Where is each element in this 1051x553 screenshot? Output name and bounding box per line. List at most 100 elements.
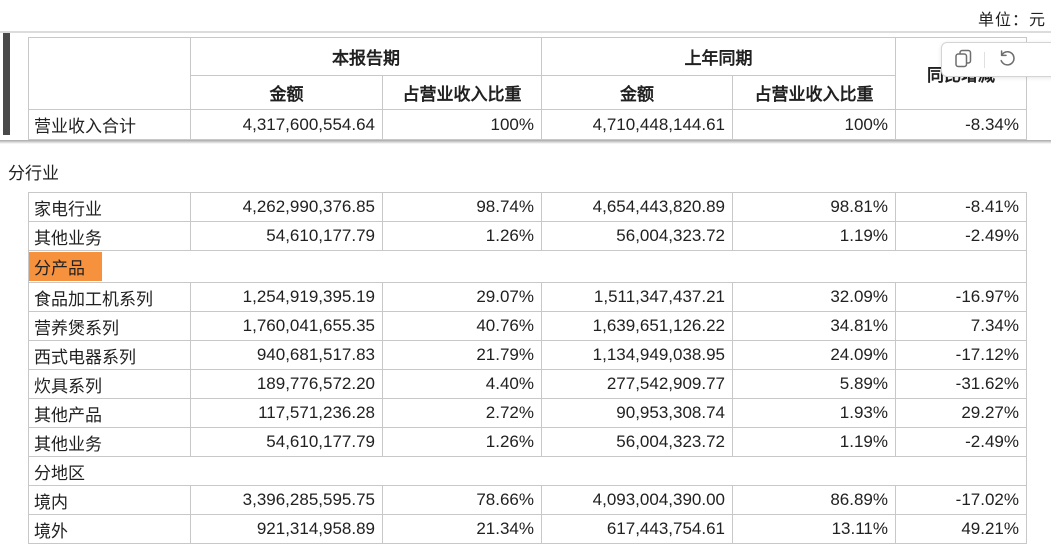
table-row: 家电行业 4,262,990,376.85 98.74% 4,654,443,8… [28, 192, 1027, 222]
cell-yoy: -2.49% [895, 427, 1027, 457]
cell-pct-prior: 86.89% [732, 485, 896, 515]
row-label: 营养煲系列 [28, 311, 191, 341]
cell-pct-current: 100% [382, 109, 542, 140]
cell-yoy: 29.27% [895, 398, 1027, 428]
cell-yoy: 49.21% [895, 514, 1027, 544]
row-label: 营业收入合计 [28, 109, 191, 140]
cell-yoy: -8.34% [895, 109, 1027, 140]
table-row: 西式电器系列 940,681,517.83 21.79% 1,134,949,0… [28, 340, 1027, 370]
cell-pct-current: 4.40% [382, 369, 542, 399]
cell-pct-current: 2.72% [382, 398, 542, 428]
cell-amount-current: 921,314,958.89 [190, 514, 383, 544]
cell-pct-current: 40.76% [382, 311, 542, 341]
table-row: 境内 3,396,285,595.75 78.66% 4,093,004,390… [28, 485, 1027, 515]
cell-pct-prior: 13.11% [732, 514, 896, 544]
cell-yoy: -17.12% [895, 340, 1027, 370]
section-cell-product: 分产品 [28, 250, 1027, 283]
search-highlight: 分产品 [29, 252, 102, 281]
row-label: 境内 [28, 485, 191, 515]
table-header-row: 本报告期 上年同期 同比增减 [28, 37, 1027, 110]
cell-amount-current: 940,681,517.83 [190, 340, 383, 370]
cell-pct-prior: 5.89% [732, 369, 896, 399]
table-subheader-row: 金额 占营业收入比重 金额 占营业收入比重 [29, 75, 1027, 110]
undo-icon [997, 49, 1016, 71]
cell-amount-prior: 4,093,004,390.00 [541, 485, 733, 515]
row-label: 炊具系列 [28, 369, 191, 399]
cell-yoy: -2.49% [895, 221, 1027, 251]
cell-amount-current: 3,396,285,595.75 [190, 485, 383, 515]
cell-pct-prior: 98.81% [732, 192, 896, 222]
cell-amount-prior: 56,004,323.72 [541, 427, 733, 457]
table-row: 食品加工机系列 1,254,919,395.19 29.07% 1,511,34… [28, 282, 1027, 312]
cell-pct-prior: 100% [732, 109, 896, 140]
subheader-amount-current: 金额 [190, 75, 383, 110]
cell-pct-prior: 34.81% [732, 311, 896, 341]
cell-amount-prior: 1,511,347,437.21 [541, 282, 733, 312]
header-prior-period: 上年同期 [541, 37, 896, 76]
row-label: 其他产品 [28, 398, 191, 428]
cell-yoy: -16.97% [895, 282, 1027, 312]
table-row: 营养煲系列 1,760,041,655.35 40.76% 1,639,651,… [28, 311, 1027, 341]
cell-pct-current: 21.79% [382, 340, 542, 370]
section-row: 分产品 [28, 250, 1027, 283]
row-label: 其他业务 [28, 221, 191, 251]
cell-pct-prior: 32.09% [732, 282, 896, 312]
cell-amount-current: 1,760,041,655.35 [190, 311, 383, 341]
cell-amount-current: 54,610,177.79 [190, 221, 383, 251]
revenue-breakdown-table: 家电行业 4,262,990,376.85 98.74% 4,654,443,8… [28, 192, 1027, 544]
cell-amount-current: 1,254,919,395.19 [190, 282, 383, 312]
cell-amount-prior: 4,710,448,144.61 [541, 109, 733, 140]
toolbar-separator [984, 51, 985, 68]
revenue-summary-table: 本报告期 上年同期 同比增减 金额 占营业收入比重 金额 占营业收入比重 营业收… [28, 37, 1027, 140]
subheader-pct-current: 占营业收入比重 [382, 75, 542, 110]
cell-amount-prior: 1,639,651,126.22 [541, 311, 733, 341]
subheader-pct-prior: 占营业收入比重 [732, 75, 896, 110]
cell-pct-current: 1.26% [382, 221, 542, 251]
unit-label: 单位：元 [977, 12, 1046, 29]
cell-amount-prior: 1,134,949,038.95 [541, 340, 733, 370]
cell-pct-prior: 1.19% [732, 427, 896, 457]
row-label: 西式电器系列 [28, 340, 191, 370]
cell-pct-current: 21.34% [382, 514, 542, 544]
section-row: 分地区 [28, 456, 1027, 486]
row-label: 家电行业 [28, 192, 191, 222]
cell-amount-prior: 617,443,754.61 [541, 514, 733, 544]
undo-button[interactable] [985, 43, 1027, 76]
cell-amount-current: 4,317,600,554.64 [190, 109, 383, 140]
cell-pct-prior: 1.93% [732, 398, 896, 428]
header-current-period: 本报告期 [190, 37, 542, 76]
table-row: 其他产品 117,571,236.28 2.72% 90,953,308.74 … [28, 398, 1027, 428]
top-divider [0, 31, 1051, 33]
table-row: 营业收入合计 4,317,600,554.64 100% 4,710,448,1… [28, 109, 1027, 140]
copy-button[interactable] [942, 43, 984, 76]
row-label: 其他业务 [28, 427, 191, 457]
cell-yoy: -31.62% [895, 369, 1027, 399]
cell-amount-current: 54,610,177.79 [190, 427, 383, 457]
corner-cell [28, 37, 191, 110]
cell-amount-current: 117,571,236.28 [190, 398, 383, 428]
row-label: 境外 [28, 514, 191, 544]
cell-pct-current: 98.74% [382, 192, 542, 222]
sticky-header-shadow [0, 140, 1051, 144]
table-row: 其他业务 54,610,177.79 1.26% 56,004,323.72 1… [28, 221, 1027, 251]
cell-pct-prior: 1.19% [732, 221, 896, 251]
subheader-amount-prior: 金额 [541, 75, 733, 110]
floating-toolbar [941, 42, 1051, 77]
cell-pct-prior: 24.09% [732, 340, 896, 370]
cell-yoy: 7.34% [895, 311, 1027, 341]
cell-amount-prior: 277,542,909.77 [541, 369, 733, 399]
section-label-industry: 分行业 [8, 164, 59, 183]
table-row: 境外 921,314,958.89 21.34% 617,443,754.61 … [28, 514, 1027, 544]
cell-amount-prior: 56,004,323.72 [541, 221, 733, 251]
cell-amount-prior: 4,654,443,820.89 [541, 192, 733, 222]
left-accent-bar [3, 33, 10, 135]
cell-amount-prior: 90,953,308.74 [541, 398, 733, 428]
copy-icon [954, 49, 973, 71]
table-row: 其他业务 54,610,177.79 1.26% 56,004,323.72 1… [28, 427, 1027, 457]
section-cell-region: 分地区 [28, 456, 1027, 486]
table-row: 炊具系列 189,776,572.20 4.40% 277,542,909.77… [28, 369, 1027, 399]
row-label: 食品加工机系列 [28, 282, 191, 312]
cell-amount-current: 189,776,572.20 [190, 369, 383, 399]
cell-yoy: -17.02% [895, 485, 1027, 515]
cell-pct-current: 1.26% [382, 427, 542, 457]
